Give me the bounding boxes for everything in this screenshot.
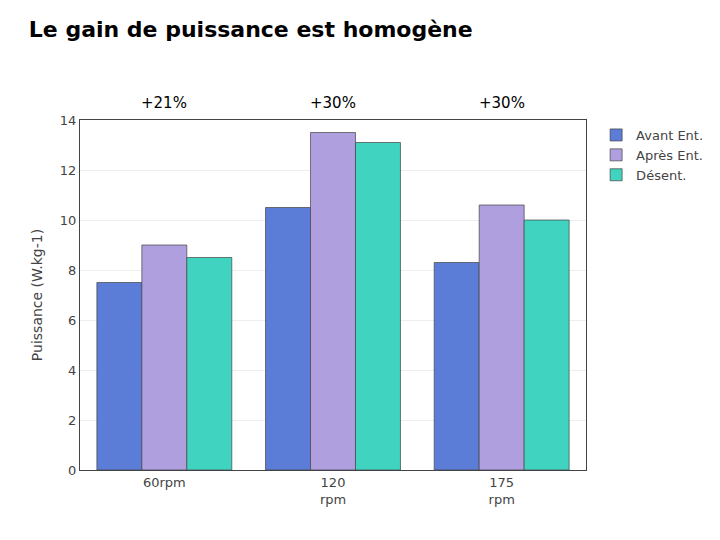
svg-text:Après Ent.: Après Ent.: [636, 148, 703, 163]
svg-text:Le gain de puissance est homog: Le gain de puissance est homogène: [29, 17, 473, 42]
svg-text:+30%: +30%: [479, 94, 525, 112]
svg-text:12: 12: [60, 163, 77, 178]
svg-text:Puissance (W.kg-1): Puissance (W.kg-1): [29, 229, 45, 361]
svg-text:175rpm: 175rpm: [489, 475, 515, 507]
svg-text:+30%: +30%: [310, 94, 356, 112]
svg-text:8: 8: [68, 263, 76, 278]
svg-text:120rpm: 120rpm: [320, 475, 346, 507]
svg-text:Désent.: Désent.: [636, 168, 686, 183]
svg-text:4: 4: [68, 363, 76, 378]
svg-text:10: 10: [60, 213, 77, 228]
svg-text:14: 14: [60, 113, 77, 128]
svg-text:6: 6: [68, 313, 76, 328]
svg-text:2: 2: [68, 413, 76, 428]
svg-text:60rpm: 60rpm: [143, 475, 186, 490]
svg-text:0: 0: [68, 463, 76, 478]
svg-text:Avant Ent.: Avant Ent.: [636, 128, 703, 143]
svg-text:+21%: +21%: [141, 94, 187, 112]
